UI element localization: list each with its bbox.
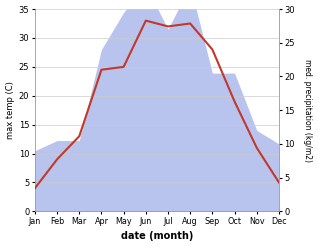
Y-axis label: med. precipitation (kg/m2): med. precipitation (kg/m2) <box>303 59 313 162</box>
X-axis label: date (month): date (month) <box>121 231 193 242</box>
Y-axis label: max temp (C): max temp (C) <box>5 81 15 139</box>
